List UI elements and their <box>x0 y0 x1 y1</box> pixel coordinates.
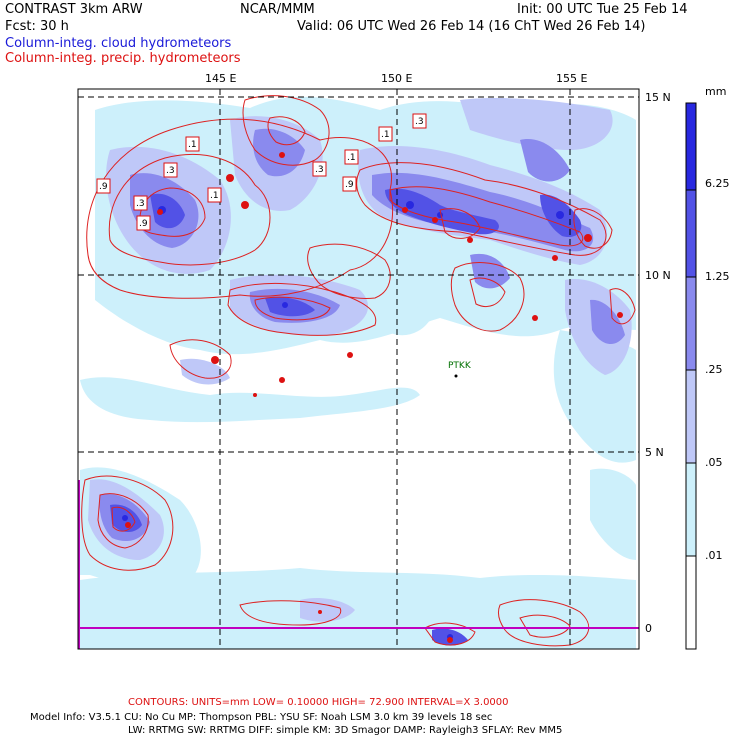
colorbar-label-0-05: .05 <box>705 456 723 469</box>
contour-label-box: .3 <box>312 161 327 177</box>
station-marker <box>454 374 458 378</box>
contour-label-box: .3 <box>133 195 148 211</box>
lon-label-155: 155 E <box>556 72 588 85</box>
contour-label-text: .9 <box>139 219 148 229</box>
precip-maxima <box>125 152 623 643</box>
contour-label-text: .3 <box>315 165 324 175</box>
model-info-line2: LW: RRTMG SW: RRTMG DIFF: simple KM: 3D … <box>128 725 563 736</box>
contour-info: CONTOURS: UNITS=mm LOW= 0.10000 HIGH= 72… <box>128 697 509 708</box>
contour-label-text: .9 <box>345 180 354 190</box>
contour-label-box: .9 <box>96 178 111 194</box>
contour-label-text: .1 <box>347 153 356 163</box>
contour-label-text: .1 <box>188 140 197 150</box>
lat-label-15n: 15 N <box>645 91 671 104</box>
cloud-hydrometeor-shading <box>80 96 636 649</box>
contour-label-box: .9 <box>342 176 357 192</box>
field-precip-label: Column-integ. precip. hydrometeors <box>5 51 241 66</box>
lon-label-145: 145 E <box>205 72 237 85</box>
lat-label-10n: 10 N <box>645 269 671 282</box>
colorbar-bin-5 <box>685 462 697 557</box>
colorbar-label-1-25: 1.25 <box>705 270 730 283</box>
contour-label-text: .3 <box>415 117 424 127</box>
contour-label-box: .1 <box>344 149 359 165</box>
colorbar-bin-1 <box>685 102 697 191</box>
colorbar-label-0-25: .25 <box>705 363 723 376</box>
lat-label-equator: 0 <box>645 622 652 635</box>
station-label: PTKK <box>448 361 471 371</box>
colorbar-label-0-01: .01 <box>705 549 723 562</box>
field-cloud-label: Column-integ. cloud hydrometeors <box>5 36 232 51</box>
contour-label-box: .9 <box>136 215 151 231</box>
contour-label-box: .3 <box>163 162 178 178</box>
colorbar-unit: mm <box>705 85 727 98</box>
forecast-hour: Fcst: 30 h <box>5 19 69 34</box>
colorbar-bin-3 <box>685 276 697 371</box>
lat-label-5n: 5 N <box>645 446 664 459</box>
model-title: CONTRAST 3km ARW <box>5 2 143 17</box>
colorbar-bin-2 <box>685 189 697 278</box>
precip-contours <box>81 95 636 647</box>
contour-label-boxes: .1 .3 .9 .1 .3 .9 .1 .3 .9 .1 .3 <box>96 113 427 231</box>
init-time: Init: 00 UTC Tue 25 Feb 14 <box>517 2 688 17</box>
contour-label-text: .3 <box>136 199 145 209</box>
contour-label-box: .1 <box>378 126 393 142</box>
colorbar-bin-6 <box>685 555 697 650</box>
contour-label-box: .3 <box>412 113 427 129</box>
center-title: NCAR/MMM <box>240 2 315 17</box>
contour-label-text: .1 <box>210 191 219 201</box>
map-frame <box>77 88 640 650</box>
contour-label-text: .9 <box>99 182 108 192</box>
lon-label-150: 150 E <box>381 72 413 85</box>
contour-label-box: .1 <box>185 136 200 152</box>
lat-lon-grid <box>78 89 639 649</box>
model-info-line1: Model Info: V3.5.1 CU: No Cu MP: Thompso… <box>30 712 493 723</box>
colorbar-bin-4 <box>685 369 697 464</box>
colorbar <box>685 102 697 650</box>
contour-label-text: .1 <box>381 130 390 140</box>
colorbar-label-6-25: 6.25 <box>705 177 730 190</box>
contour-label-box: .1 <box>207 187 222 203</box>
valid-time: Valid: 06 UTC Wed 26 Feb 14 (16 ChT Wed … <box>297 19 646 34</box>
contour-label-text: .3 <box>166 166 175 176</box>
